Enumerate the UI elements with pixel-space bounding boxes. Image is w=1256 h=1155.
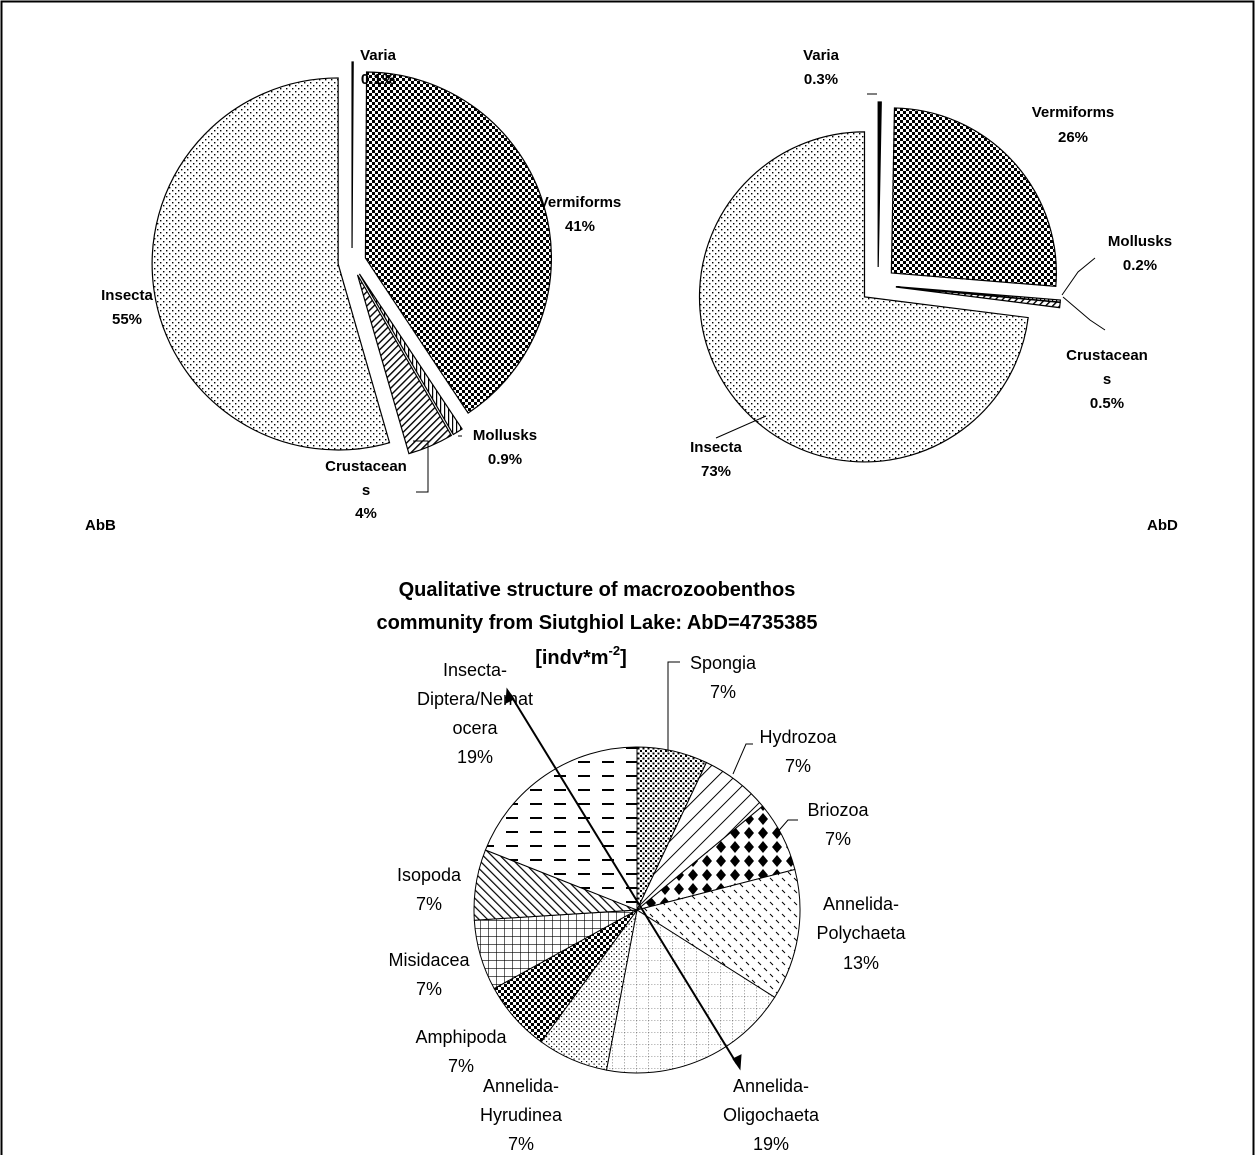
pie3-leader-spongia (667, 661, 680, 752)
pie1-slice-mollusks (358, 273, 463, 436)
pie3-label-hyrudinea-name-1: Annelida- (483, 1076, 559, 1096)
pie2-slice-vermiforms (890, 107, 1057, 288)
pie3-label-isopoda-value: 7% (416, 894, 442, 914)
pie1-label-insecta-value: 55% (112, 311, 142, 328)
pie1-labels: Varia 0.1% Vermiforms 41% Insecta 55% Mo… (101, 47, 621, 522)
pie3-label-polychaeta-value: 13% (843, 953, 879, 973)
pie2-slice-insecta (698, 131, 1029, 463)
pie1-label-vermiforms-value: 41% (565, 218, 595, 235)
pie2-slices (698, 101, 1062, 463)
pie-chart-abd: Varia 0.3% Vermiforms 26% Mollusks 0.2% … (690, 47, 1178, 534)
pie3-leader-hydrozoa (732, 743, 753, 775)
pie2-leader-crustaceans (1062, 296, 1106, 331)
pie1-label-crustaceans-name-1: Crustacean (325, 458, 407, 475)
pie1-label-varia-name: Varia (360, 47, 397, 64)
pie3-label-misidacea-value: 7% (416, 979, 442, 999)
pie1-slice-insecta (151, 77, 391, 451)
pie3-title-unit-base: [indv*m (535, 647, 608, 669)
pie3-label-misidacea-name: Misidacea (388, 950, 470, 970)
pie3-label-insecta-name-1: Insecta- (443, 660, 507, 680)
pie2-label-crustaceans-value: 0.5% (1090, 395, 1124, 412)
pie3-label-amphipoda-value: 7% (448, 1056, 474, 1076)
pie3-title: Qualitative structure of macrozoobenthos… (376, 579, 817, 669)
pie2-label-vermiforms-name: Vermiforms (1032, 104, 1115, 121)
pie2-label-insecta-name: Insecta (690, 439, 742, 456)
pie3-label-insecta-name-3: ocera (452, 718, 498, 738)
pie2-slice-varia (877, 101, 882, 268)
pie1-label-vermiforms-name: Vermiforms (539, 194, 622, 211)
panel-label-abb: AbB (85, 517, 116, 534)
pie3-label-amphipoda-name: Amphipoda (415, 1027, 507, 1047)
pie-chart-abb: Varia 0.1% Vermiforms 41% Insecta 55% Mo… (85, 47, 621, 534)
pie3-arrow-head-top (505, 687, 515, 704)
panel-label-abd: AbD (1147, 517, 1178, 534)
pie1-label-insecta-name: Insecta (101, 287, 153, 304)
pie1-label-crustaceans-name-2: s (362, 482, 370, 499)
pie1-label-crustaceans-value: 4% (355, 505, 377, 522)
pie2-label-insecta-value: 73% (701, 463, 731, 480)
pie3-label-hydrozoa-value: 7% (785, 756, 811, 776)
pie1-slices (151, 61, 552, 455)
pie2-leader-lines (715, 93, 1106, 439)
pie3-title-line-2: community from Siutghiol Lake: AbD=47353… (376, 612, 817, 634)
pie3-arrow (505, 687, 742, 1071)
pie3-arrow-line (509, 693, 738, 1065)
pie-chart-qualitative: Qualitative structure of macrozoobenthos… (376, 579, 906, 1154)
pie3-leader-briozoa (774, 819, 798, 836)
pie2-label-crustaceans-name-1: Crustacean (1066, 347, 1148, 364)
pie3-title-unit-end: ] (620, 647, 627, 669)
pie3-label-hyrudinea-name-2: Hyrudinea (480, 1105, 563, 1125)
pie2-slice-crustaceans (895, 286, 1061, 309)
pie2-label-vermiforms-value: 26% (1058, 129, 1088, 146)
pie3-leader-lines (667, 661, 798, 836)
pie2-leader-insecta (715, 415, 767, 439)
pie3-arrow-head-bottom (732, 1054, 742, 1071)
pie3-label-insecta-name-2: Diptera/Nemat (417, 689, 533, 709)
pie2-label-mollusks-name: Mollusks (1108, 233, 1172, 250)
pie3-slices (473, 746, 801, 1074)
pie3-title-unit-exp: -2 (609, 643, 621, 658)
pie3-label-oligochaeta-name-2: Oligochaeta (723, 1105, 820, 1125)
pie1-slice-vermiforms (364, 71, 552, 414)
pie3-label-oligochaeta-name-1: Annelida- (733, 1076, 809, 1096)
pie3-label-hydrozoa-name: Hydrozoa (759, 727, 837, 747)
pie1-slice-varia (351, 61, 354, 249)
pie3-labels: Spongia 7% Hydrozoa 7% Briozoa 7% Anneli… (388, 653, 906, 1154)
pie3-label-hyrudinea-value: 7% (508, 1134, 534, 1154)
pie1-leader-crustaceans (413, 440, 429, 493)
pie3-slice-annelida-oligochaeta (605, 909, 776, 1074)
pie2-leader-mollusks (1061, 257, 1096, 296)
pie1-leader-lines (413, 435, 462, 493)
pie2-labels: Varia 0.3% Vermiforms 26% Mollusks 0.2% … (690, 47, 1172, 480)
pie1-slice-crustaceans (356, 274, 453, 455)
pie3-label-spongia-name: Spongia (690, 653, 757, 673)
pie3-label-briozoa-name: Briozoa (807, 800, 869, 820)
pie2-label-varia-name: Varia (803, 47, 840, 64)
pie3-title-line-1: Qualitative structure of macrozoobenthos (399, 579, 796, 601)
pie1-label-mollusks-name: Mollusks (473, 427, 537, 444)
pie3-label-isopoda-name: Isopoda (397, 865, 462, 885)
pie2-label-mollusks-value: 0.2% (1123, 257, 1157, 274)
pie3-slice-annelida-polychaeta (635, 868, 801, 999)
pie1-label-mollusks-value: 0.9% (488, 451, 522, 468)
pie2-label-varia-value: 0.3% (804, 71, 838, 88)
pie2-label-crustaceans-name-2: s (1103, 371, 1111, 388)
pie3-label-polychaeta-name-2: Polychaeta (816, 923, 906, 943)
pie3-label-insecta-value: 19% (457, 747, 493, 767)
pie3-label-spongia-value: 7% (710, 682, 736, 702)
pie3-title-unit: [indv*m-2] (535, 643, 627, 669)
pie3-slice-insecta-diptera-nematocera (484, 746, 638, 911)
pie3-label-briozoa-value: 7% (825, 829, 851, 849)
pie3-label-polychaeta-name-1: Annelida- (823, 894, 899, 914)
pie3-label-oligochaeta-value: 19% (753, 1134, 789, 1154)
pie1-label-varia-value: 0.1% (361, 71, 395, 88)
